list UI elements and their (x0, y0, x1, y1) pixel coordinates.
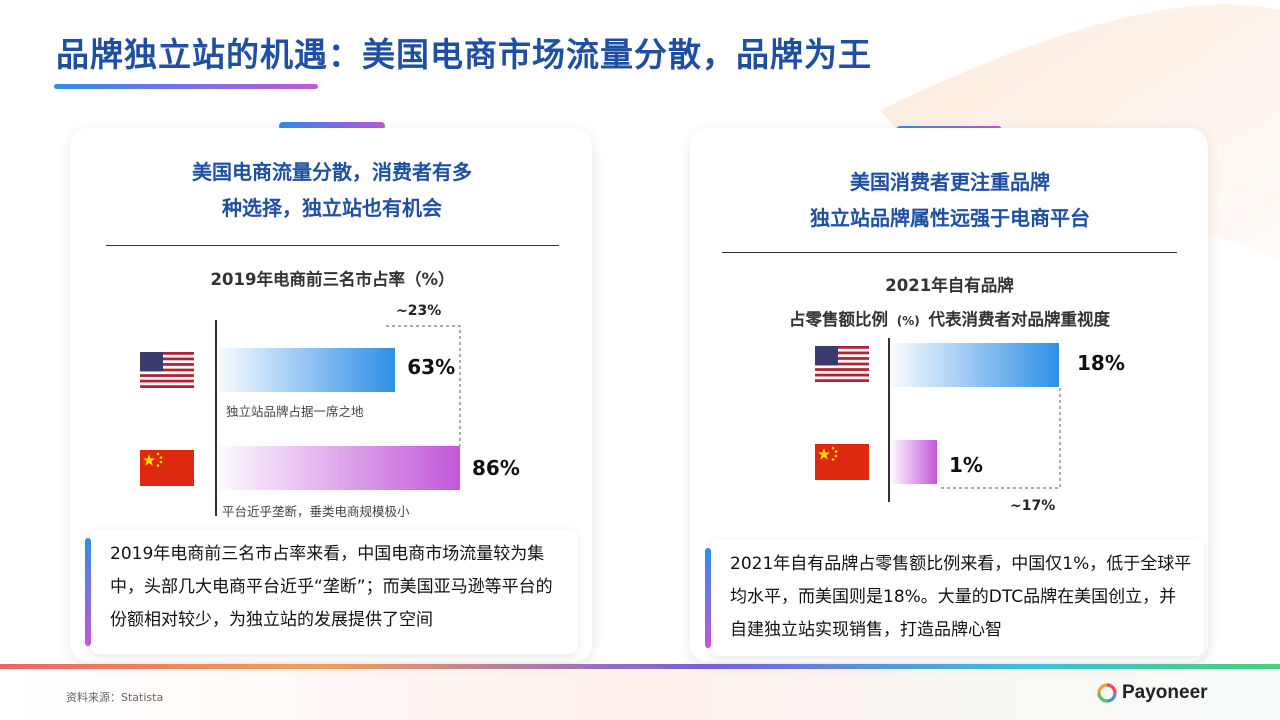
right-value-us: 18% (1077, 351, 1125, 375)
left-note-cn: 平台近乎垄断，垂类电商规模极小 (222, 504, 410, 519)
left-diff-label: ~23% (396, 303, 442, 319)
left-value-us: 63% (407, 355, 456, 379)
right-bar-us (891, 343, 1059, 387)
left-bar-us (218, 348, 396, 392)
left-description-text: 2019年电商前三名市占率来看，中国电商市场流量较为集中，头部几大电商平台近乎“… (110, 544, 553, 630)
source-note: 资料来源：Statista (66, 691, 164, 704)
right-chart-title-part-b: 代表消费者对品牌重视度 (928, 310, 1111, 329)
right-chart-title-line2: 占零售额比例 (%) 代表消费者对品牌重视度 (722, 306, 1177, 330)
right-value-cn: 1% (949, 453, 983, 477)
left-heading-line2: 种选择，独立站也有机会 (222, 196, 442, 220)
left-value-cn: 86% (472, 456, 520, 480)
right-chart-axis (888, 338, 890, 502)
left-chart-axis (215, 320, 217, 516)
left-heading-line1: 美国电商流量分散，消费者有多 (192, 160, 472, 184)
right-heading-line2: 独立站品牌属性远强于电商平台 (810, 206, 1090, 230)
right-heading-line1: 美国消费者更注重品牌 (850, 170, 1050, 194)
left-chart-title: 2019年电商前三名市占率（%） (210, 270, 455, 289)
left-diff-bracket (386, 325, 461, 446)
right-description-text: 2021年自有品牌占零售额比例来看，中国仅1%，低于全球平均水平，而美国则是18… (730, 554, 1192, 640)
left-note-us: 独立站品牌占据一席之地 (226, 404, 364, 419)
cn-flag-icon (140, 450, 194, 486)
right-diff-bracket (938, 388, 1061, 489)
page-title: 品牌独立站的机遇：美国电商市场流量分散，品牌为王 (56, 35, 872, 74)
right-divider (722, 252, 1177, 253)
left-bar-cn (218, 446, 460, 490)
left-card-heading: 美国电商流量分散，消费者有多 种选择，独立站也有机会 (106, 154, 558, 226)
left-divider (106, 245, 559, 246)
footer-gradient-bar (0, 664, 1280, 669)
right-diff-label: ~17% (1010, 498, 1056, 514)
left-description-accent (85, 538, 91, 646)
right-description-box: 2021年自有品牌占零售额比例来看，中国仅1%，低于全球平均水平，而美国则是18… (705, 540, 1204, 656)
left-card-tab (279, 122, 385, 130)
cn-flag-icon (815, 444, 869, 480)
payoneer-logo: Payoneer (1096, 681, 1208, 705)
right-chart-title-line1: 2021年自有品牌 (885, 276, 1014, 295)
us-flag-icon (815, 346, 869, 382)
us-flag-icon (140, 352, 194, 388)
right-card-heading: 美国消费者更注重品牌 独立站品牌属性远强于电商平台 (722, 164, 1178, 236)
payoneer-logo-text: Payoneer (1122, 682, 1208, 703)
right-bar-cn (891, 440, 937, 484)
left-description-box: 2019年电商前三名市占率来看，中国电商市场流量较为集中，头部几大电商平台近乎“… (85, 530, 578, 654)
right-description-accent (705, 548, 711, 648)
right-chart-title-part-a: 占零售额比例 (789, 310, 888, 329)
right-chart-title-unit: (%) (896, 314, 920, 328)
title-underline (54, 84, 318, 89)
payoneer-ring-icon (1097, 683, 1117, 703)
